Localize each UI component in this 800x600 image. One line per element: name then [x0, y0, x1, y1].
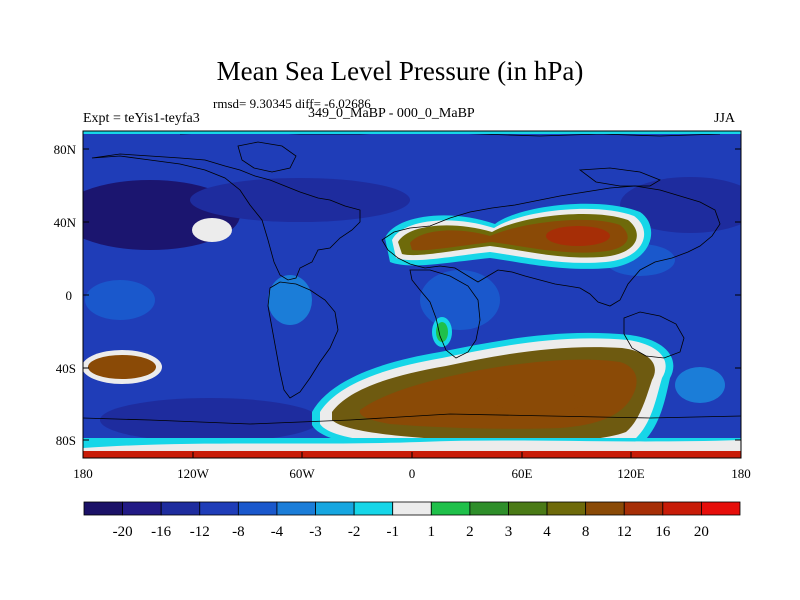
lat-label: 40S — [56, 361, 76, 376]
high-pressure-southern-continent — [83, 332, 741, 458]
colorbar-label: -20 — [113, 524, 133, 540]
lon-label: 60W — [289, 466, 315, 481]
colorbar-swatch — [160, 501, 201, 516]
colorbar-label: -12 — [190, 524, 210, 540]
colorbar-swatch — [122, 501, 162, 516]
colorbar-swatch — [237, 501, 278, 516]
colorbar-label: 1 — [428, 524, 436, 540]
field-patch — [85, 280, 155, 320]
colorbar-swatch — [83, 501, 123, 516]
colorbar-label: -8 — [232, 524, 245, 540]
map-plot-area — [83, 131, 741, 458]
experiment-label: Expt = teYis1-teyfa3 — [83, 111, 200, 126]
colorbar-label: 16 — [655, 524, 671, 540]
colorbar-label: 20 — [694, 524, 709, 540]
comparison-label: 349_0_MaBP - 000_0_MaBP — [308, 106, 475, 121]
lon-labels: 180 120W 60W 0 60E 120E 180 — [73, 466, 751, 481]
colorbar-label: 12 — [617, 524, 632, 540]
lon-label: 0 — [409, 466, 416, 481]
colorbar-swatch — [662, 501, 702, 516]
colorbar-swatch — [392, 501, 432, 516]
colorbar-swatch — [546, 501, 587, 516]
top-edge-strip — [83, 131, 741, 134]
colorbar-swatch — [701, 501, 741, 516]
field-patch — [675, 367, 725, 403]
lon-label: 180 — [731, 466, 751, 481]
lon-label: 180 — [73, 466, 93, 481]
season-label: JJA — [714, 111, 736, 126]
lon-label: 60E — [512, 466, 533, 481]
colorbar-swatch — [353, 501, 394, 516]
colorbar-swatch — [469, 501, 509, 516]
lat-label: 40N — [54, 215, 77, 230]
high-pressure-north-america — [192, 218, 232, 242]
colorbar-label: 2 — [466, 524, 474, 540]
lat-label: 0 — [66, 288, 73, 303]
lat-label: 80S — [56, 433, 76, 448]
low-pressure-n-atlantic — [190, 178, 410, 222]
high-pressure-eurasia — [385, 203, 652, 269]
colorbar-label: -1 — [386, 524, 399, 540]
low-pressure-south-pacific — [100, 398, 320, 442]
lat-label: 80N — [54, 142, 77, 157]
lon-label: 120W — [177, 466, 210, 481]
colorbar-label: -4 — [271, 524, 284, 540]
colorbar-label: 4 — [543, 524, 551, 540]
colorbar-labels: -20 -16 -12 -8 -4 -3 -2 -1 1 2 3 4 8 12 16 20 — [113, 524, 709, 540]
field-patch — [420, 270, 500, 330]
colorbar-swatch — [585, 501, 625, 516]
map-title: Mean Sea Level Pressure (in hPa) — [216, 56, 584, 86]
colorbar-swatch — [276, 501, 316, 516]
lon-tick-marks — [82, 452, 742, 458]
colorbar-label: 3 — [505, 524, 513, 540]
lon-label: 120E — [617, 466, 645, 481]
colorbar-swatch — [315, 501, 355, 516]
colorbar-swatch — [430, 501, 471, 516]
colorbar-label: -2 — [348, 524, 361, 540]
colorbar-label: -3 — [309, 524, 322, 540]
colorbar-swatch — [508, 501, 548, 516]
low-pressure-ne — [620, 177, 741, 233]
field-patch — [268, 275, 312, 325]
lat-tick-marks — [83, 148, 741, 441]
colorbar-label: -16 — [151, 524, 171, 540]
colorbar-label: 8 — [582, 524, 590, 540]
field-patch — [436, 322, 448, 342]
lat-labels: 80N 40N 0 40S 80S — [54, 142, 77, 448]
colorbar-swatch — [623, 501, 664, 516]
rmsd-diff-stats: rmsd= 9.30345 diff= -6.02686 — [213, 96, 371, 111]
colorbar — [83, 501, 741, 516]
colorbar-swatch — [199, 501, 239, 516]
high-pressure-sw-core — [88, 355, 156, 379]
